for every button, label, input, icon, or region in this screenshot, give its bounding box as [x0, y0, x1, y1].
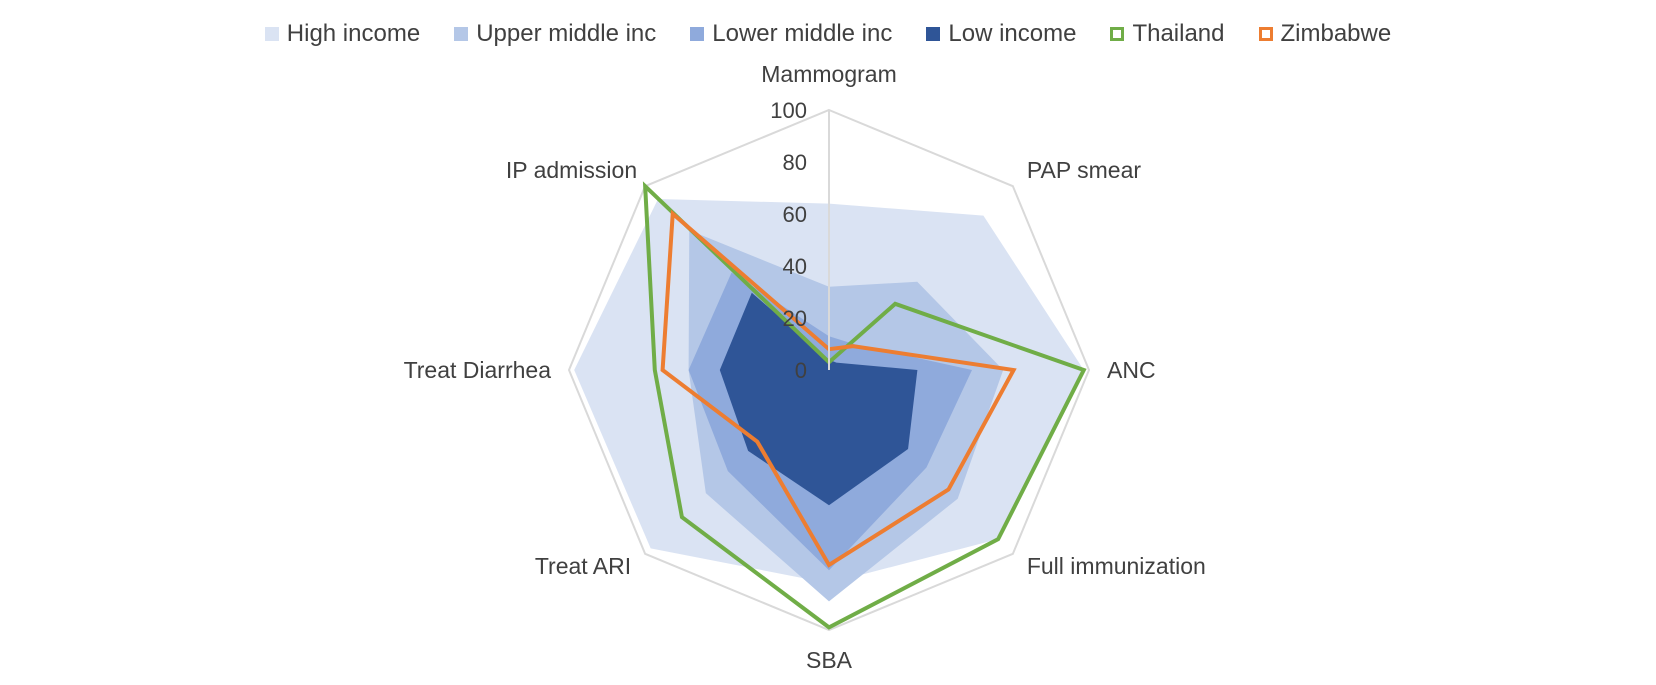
legend-swatch — [926, 27, 941, 41]
legend-swatch — [264, 27, 279, 41]
radial-tick-label: 0 — [795, 358, 807, 383]
axis-label-anc: ANC — [1107, 357, 1156, 383]
radar-grid-outer — [567, 108, 1091, 632]
legend-item-thailand: Thailand — [1110, 20, 1225, 48]
axis-label-full-immunization: Full immunization — [1027, 553, 1206, 579]
axis-label-pap-smear: PAP smear — [1027, 157, 1142, 183]
chart-legend: High income Upper middle inc Lower middle … — [0, 16, 1656, 52]
series-line-zimbabwe — [660, 209, 1017, 568]
legend-label: Low income — [948, 20, 1077, 47]
radial-tick-label: 40 — [783, 254, 807, 279]
legend-item-high-income: High income — [264, 20, 421, 48]
legend-item-zimbabwe: Zimbabwe — [1258, 20, 1392, 48]
radial-tick-label: 80 — [783, 150, 807, 175]
axis-label-mammogram: Mammogram — [761, 61, 896, 87]
radial-tick-label: 100 — [770, 98, 807, 123]
legend-item-upper-middle-inc: Upper middle inc — [454, 20, 656, 48]
legend-label: Upper middle inc — [476, 20, 657, 47]
radial-tick-label: 60 — [783, 202, 807, 227]
axis-label-treat-ari: Treat ARI — [535, 553, 631, 579]
radial-tick-label: 20 — [783, 306, 807, 331]
legend-item-lower-middle-inc: Lower middle inc — [690, 20, 892, 48]
legend-label: Zimbabwe — [1280, 20, 1392, 47]
legend-label: Lower middle inc — [712, 20, 893, 47]
legend-swatch — [1110, 27, 1125, 41]
series-area-low-income — [719, 292, 918, 506]
legend-label: Thailand — [1132, 20, 1225, 47]
legend-swatch — [454, 27, 469, 41]
legend-item-low-income: Low income — [926, 20, 1076, 48]
axis-label-sba: SBA — [806, 647, 853, 673]
series-line-thailand — [642, 181, 1087, 630]
axis-label-treat-diarrhea: Treat Diarrhea — [404, 357, 552, 383]
legend-swatch — [1258, 27, 1273, 41]
legend-swatch — [690, 27, 705, 41]
legend-label: High income — [286, 20, 421, 47]
axis-label-ip-admission: IP admission — [506, 157, 637, 183]
